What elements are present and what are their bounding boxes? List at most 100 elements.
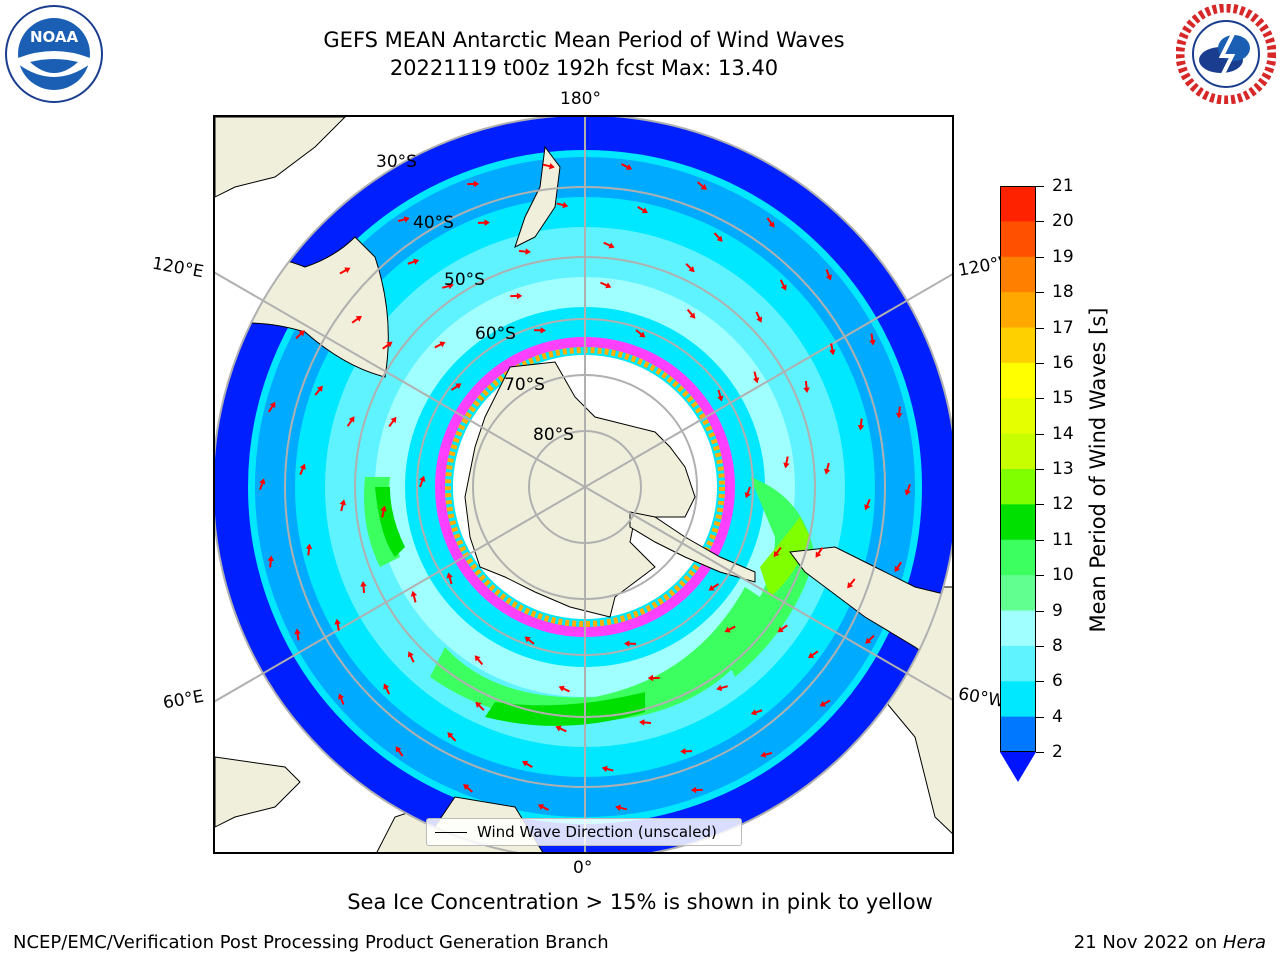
colorbar-tick-mark [1036, 681, 1044, 683]
wind-wave-arrowhead [380, 505, 387, 512]
wind-wave-arrowhead [555, 725, 562, 732]
colorbar-segment [1000, 221, 1036, 258]
wind-wave-arrowhead [700, 184, 707, 190]
wind-wave-arrowhead [708, 585, 715, 591]
colorbar-tick-label: 18 [1052, 282, 1074, 303]
footer-host: Hera [1222, 932, 1266, 953]
wind-wave-arrowhead [857, 424, 865, 431]
colorbar-tick-label: 9 [1052, 600, 1063, 621]
colorbar-segment [1000, 716, 1036, 753]
wind-wave-arrowhead [768, 221, 775, 228]
wind-wave-arrowhead [647, 674, 654, 682]
colorbar-tick-label: 8 [1052, 635, 1063, 656]
wind-wave-arrowhead [344, 267, 351, 274]
lat-label-70s: 70°S [504, 375, 545, 395]
wind-wave-arrowhead [413, 258, 420, 265]
map-legend: Wind Wave Direction (unscaled) [426, 818, 742, 846]
noaa-logo-text: NOAA [30, 28, 79, 46]
colorbar [1000, 186, 1036, 782]
colorbar-tick-mark [1036, 433, 1044, 435]
colorbar-segment [1000, 327, 1036, 364]
footer-credit: NCEP/EMC/Verification Post Processing Pr… [13, 932, 609, 953]
wind-wave-arrowhead [777, 626, 784, 633]
wind-wave-arrowhead [410, 590, 418, 597]
legend-line-swatch [435, 831, 467, 833]
wind-wave-arrowhead [407, 651, 414, 658]
wind-wave-arrowhead [896, 412, 903, 419]
wind-wave-arrowhead [447, 282, 454, 290]
wind-wave-arrowhead [305, 543, 313, 550]
colorbar-segment [1000, 681, 1036, 718]
colorbar-tick-mark [1036, 610, 1044, 612]
colorbar-tick-label: 2 [1052, 742, 1063, 762]
wind-wave-arrowhead [269, 401, 276, 409]
colorbar-segment [1000, 362, 1036, 399]
colorbar-tick-label: 11 [1052, 529, 1074, 550]
wind-wave-arrowhead [484, 219, 490, 226]
colorbar-tick-label: 16 [1052, 352, 1074, 373]
wind-wave-arrowhead [473, 180, 480, 188]
colorbar-tick-mark [1036, 645, 1044, 647]
wind-wave-arrowhead [605, 282, 612, 289]
wind-wave-arrowhead [521, 760, 529, 767]
lat-label-50s: 50°S [444, 270, 485, 290]
colorbar-extend-triangle [1000, 752, 1036, 782]
wind-wave-arrowhead [446, 572, 453, 579]
wind-wave-arrowhead [894, 565, 901, 573]
wind-wave-arrowhead [780, 284, 787, 291]
wind-wave-arrowhead [815, 551, 822, 558]
legend-text: Wind Wave Direction (unscaled) [477, 823, 717, 841]
colorbar-segment [1000, 398, 1036, 435]
wind-wave-arrowhead [716, 684, 723, 692]
lon-label-0: 0° [573, 858, 593, 878]
wind-wave-arrowhead [819, 700, 826, 707]
wind-wave-arrowhead [756, 316, 763, 323]
colorbar-tick-label: 4 [1052, 706, 1063, 727]
colorbar-segment [1000, 469, 1036, 505]
lat-label-60s: 60°S [475, 324, 516, 344]
colorbar-tick-label: 19 [1052, 246, 1074, 267]
wind-wave-arrowhead [419, 475, 426, 482]
colorbar-tick-label: 10 [1052, 565, 1074, 586]
colorbar-tick-mark [1036, 362, 1044, 364]
wind-wave-arrowhead [474, 655, 481, 662]
lat-label-30s: 30°S [376, 152, 417, 172]
wind-wave-arrowhead [475, 701, 482, 708]
wind-wave-arrowhead [524, 636, 531, 643]
wind-wave-arrowhead [744, 492, 751, 499]
colorbar-tick-mark [1036, 186, 1044, 187]
wind-wave-arrowhead [316, 385, 323, 392]
colorbar-tick-mark [1036, 752, 1044, 753]
footer-date-text: 21 Nov 2022 on [1073, 932, 1223, 953]
wind-wave-arrowhead [455, 383, 462, 389]
wind-wave-arrowhead [360, 581, 367, 587]
lon-label-120e: 120°E [150, 253, 206, 283]
wind-wave-arrowhead [865, 637, 872, 644]
colorbar-tick-label: 21 [1052, 176, 1074, 196]
wind-wave-arrowhead [625, 164, 633, 170]
footer-date: 21 Nov 2022 on Hera [1074, 932, 1266, 953]
wind-wave-arrowhead [639, 719, 645, 726]
wind-wave-arrowhead [463, 784, 470, 790]
wind-wave-arrowhead [803, 387, 810, 393]
wind-wave-arrowhead [383, 683, 390, 690]
colorbar-segment [1000, 539, 1036, 576]
wind-wave-arrowhead [537, 804, 545, 810]
wind-wave-arrowhead [601, 765, 608, 773]
colorbar-tick-mark [1036, 256, 1044, 258]
colorbar-tick-label: 14 [1052, 423, 1074, 444]
lon-label-60w: 60°W [956, 684, 1007, 712]
wind-wave-arrowhead [562, 201, 569, 209]
colorbar-tick-label: 13 [1052, 459, 1074, 479]
wind-wave-arrowhead [615, 804, 622, 811]
wind-wave-arrowhead [750, 709, 757, 716]
colorbar-segment [1000, 186, 1036, 222]
wind-wave-arrowhead [294, 628, 301, 635]
colorbar-segment [1000, 433, 1036, 470]
wind-wave-arrowhead [847, 582, 854, 589]
colorbar-tick-label: 6 [1052, 671, 1063, 692]
colorbar-tick-mark [1036, 716, 1044, 718]
wind-wave-arrowhead [447, 732, 454, 739]
polar-map [215, 117, 952, 852]
wind-wave-arrowhead [548, 163, 555, 170]
